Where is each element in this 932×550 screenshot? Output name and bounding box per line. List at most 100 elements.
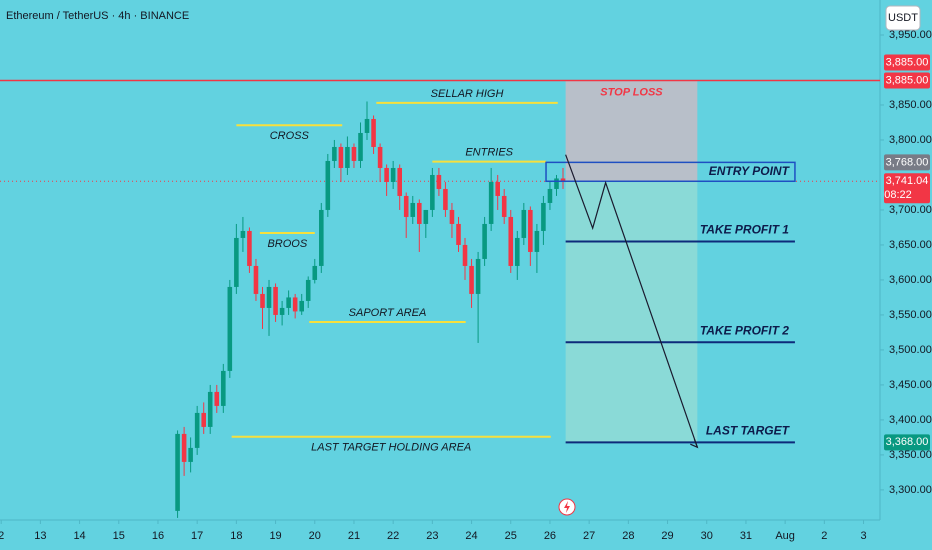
profit-zone bbox=[565, 181, 698, 443]
price-tag bbox=[884, 434, 930, 451]
x-tick-label: 27 bbox=[583, 530, 595, 542]
level-label: LAST TARGET HOLDING AREA bbox=[311, 442, 471, 454]
candle-body bbox=[554, 178, 559, 189]
candle-body bbox=[332, 146, 337, 161]
x-tick-label: 13 bbox=[34, 530, 46, 542]
candle-body bbox=[325, 160, 331, 210]
price-tag bbox=[884, 54, 930, 71]
candle-body bbox=[430, 174, 435, 210]
candle-body bbox=[266, 286, 272, 308]
candle-body bbox=[403, 195, 409, 217]
stop-loss-label: STOP LOSS bbox=[600, 86, 663, 98]
currency-button[interactable] bbox=[885, 5, 921, 31]
candle-body bbox=[221, 370, 226, 406]
candle-body bbox=[194, 412, 200, 448]
candle-body bbox=[175, 433, 180, 511]
candle-body bbox=[240, 230, 246, 238]
level-label: BROOS bbox=[267, 238, 307, 250]
candle-body bbox=[469, 265, 474, 294]
x-tick-label: 20 bbox=[309, 530, 321, 542]
projection-path bbox=[565, 154, 698, 448]
candle-body bbox=[279, 307, 285, 315]
candle-body bbox=[462, 244, 468, 266]
candle-body bbox=[482, 223, 487, 259]
candle-body bbox=[286, 297, 291, 308]
candle-body bbox=[345, 146, 350, 168]
candle-body bbox=[227, 286, 233, 371]
y-tick-label: 3,450.00 bbox=[889, 379, 932, 391]
level-label: SELLAR HIGH bbox=[431, 88, 504, 100]
entry-label: ENTRY POINT bbox=[709, 164, 791, 178]
candle-body bbox=[299, 300, 304, 312]
x-tick-label: 19 bbox=[269, 530, 281, 542]
candle-body bbox=[475, 258, 481, 294]
x-tick-label: 21 bbox=[348, 530, 360, 542]
candle-body bbox=[528, 209, 533, 252]
y-tick-label: 3,700.00 bbox=[889, 204, 932, 216]
candle-body bbox=[436, 174, 442, 189]
candle-body bbox=[508, 216, 514, 266]
y-tick-label: 3,850.00 bbox=[889, 99, 932, 111]
candle-body bbox=[488, 181, 494, 224]
candle-body bbox=[351, 146, 357, 161]
candle-body bbox=[292, 297, 298, 312]
currency-button-label[interactable]: USDT bbox=[888, 12, 918, 24]
price-tag-label: 3,741.04 bbox=[886, 175, 929, 187]
price-tag bbox=[884, 72, 930, 89]
candle-body bbox=[410, 202, 416, 217]
price-tag-label: 3,368.00 bbox=[886, 436, 929, 448]
projection-arrowhead bbox=[690, 439, 699, 449]
y-tick-label: 3,950.00 bbox=[889, 29, 932, 41]
candle-body bbox=[305, 279, 311, 301]
candle-body bbox=[495, 181, 500, 196]
level-label: CROSS bbox=[270, 130, 310, 142]
target-label: TAKE PROFIT 1 bbox=[700, 223, 789, 237]
x-tick-label: 22 bbox=[387, 530, 399, 542]
candle-body bbox=[397, 167, 402, 196]
target-label: TAKE PROFIT 2 bbox=[700, 323, 789, 337]
x-tick-label: 24 bbox=[465, 530, 477, 542]
candle-body bbox=[319, 209, 324, 266]
candle-body bbox=[214, 391, 220, 406]
entry-box bbox=[545, 161, 796, 183]
candle-body bbox=[443, 188, 448, 210]
x-tick-label: 26 bbox=[544, 530, 556, 542]
candle-body bbox=[547, 188, 553, 203]
candle-body bbox=[515, 237, 520, 266]
candle-body bbox=[534, 230, 540, 252]
price-tag bbox=[884, 154, 930, 171]
y-tick-label: 3,550.00 bbox=[889, 309, 932, 321]
candle-body bbox=[273, 286, 278, 315]
x-tick-label: 28 bbox=[622, 530, 634, 542]
price-tag bbox=[884, 173, 930, 204]
candle-body bbox=[358, 132, 363, 161]
x-tick-label: 18 bbox=[230, 530, 242, 542]
alert-icon[interactable] bbox=[558, 498, 576, 516]
level-label: ENTRIES bbox=[465, 147, 513, 159]
y-tick-label: 3,500.00 bbox=[889, 344, 932, 356]
x-tick-label: 23 bbox=[426, 530, 438, 542]
candle-body bbox=[253, 265, 259, 294]
x-tick-label: 15 bbox=[113, 530, 125, 542]
candle-body bbox=[247, 230, 252, 266]
candle-body bbox=[207, 391, 213, 427]
y-tick-label: 3,350.00 bbox=[889, 449, 932, 461]
target-label: LAST TARGET bbox=[706, 423, 791, 437]
x-tick-label: 2 bbox=[0, 530, 4, 542]
price-tag-label: 3,885.00 bbox=[886, 56, 929, 68]
y-tick-label: 3,400.00 bbox=[889, 414, 932, 426]
stop-loss-zone bbox=[565, 80, 698, 182]
chart-title: Ethereum / TetherUS · 4h · BINANCE bbox=[6, 10, 189, 22]
y-tick-label: 3,800.00 bbox=[889, 134, 932, 146]
x-tick-label: Aug bbox=[775, 530, 795, 542]
y-tick-label: 3,600.00 bbox=[889, 274, 932, 286]
candle-body bbox=[501, 195, 507, 217]
price-tag-label: 3,768.00 bbox=[886, 156, 929, 168]
candle-body bbox=[181, 433, 187, 462]
candle-body bbox=[449, 209, 455, 224]
candle-body bbox=[312, 265, 318, 280]
x-tick-label: 29 bbox=[661, 530, 673, 542]
candle-body bbox=[541, 202, 546, 231]
candle-body bbox=[456, 223, 461, 245]
